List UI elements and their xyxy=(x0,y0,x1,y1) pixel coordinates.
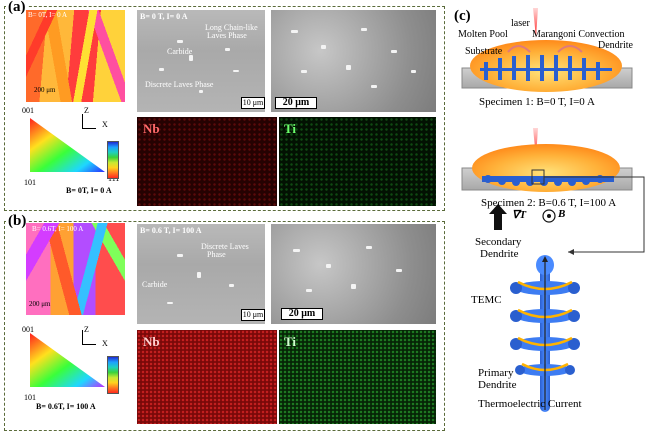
color-bar-b xyxy=(107,356,119,394)
ti-label-b: Ti xyxy=(284,334,297,349)
label-secondary: Secondary xyxy=(475,236,522,248)
label-substrate: Substrate xyxy=(465,46,503,57)
schematic-c xyxy=(461,8,645,412)
annot-chain-2: Laves Phase xyxy=(207,31,247,40)
b-field-icon xyxy=(542,209,556,223)
ebsd-a-scale: 200 μm xyxy=(34,86,56,94)
sem-image-a: B= 0 T, I= 0 A Long Chain-like Laves Pha… xyxy=(137,10,265,112)
ti-map-a: Ti xyxy=(279,117,436,206)
ti-map-b: Ti xyxy=(279,330,436,424)
sem-zoom-a: 20 μm xyxy=(271,10,436,112)
axis-b-x-icon xyxy=(82,344,96,345)
dendrites-1-icon xyxy=(480,55,612,81)
scale-10-b: 10 μm xyxy=(241,309,265,321)
panel-b-frame xyxy=(4,221,445,431)
ipf-b-axis-z: Z xyxy=(84,325,89,334)
label-specimen-2: Specimen 2: B=0.6 T, I=100 A xyxy=(481,197,617,209)
label-specimen-1: Specimen 1: B=0 T, I=0 A xyxy=(479,96,595,108)
annot-carbide-b: Carbide xyxy=(142,280,168,289)
ipf-b-101: 101 xyxy=(24,393,36,402)
panel-a-label: (a) xyxy=(6,0,28,16)
ipf-b-001: 001 xyxy=(22,325,34,334)
scale-20-a: 20 μm xyxy=(275,97,317,109)
scale-10-a: 10 μm xyxy=(241,97,265,109)
ebsd-b-condition: B= 0.6T, I= 100 A xyxy=(32,225,84,233)
label-primary: Primary xyxy=(478,367,514,379)
panel-c-label: (c) xyxy=(452,8,473,25)
ebsd-map-b: B= 0.6T, I= 100 A 200 μm xyxy=(26,223,125,315)
sem-zoom-b: 20 μm xyxy=(271,224,436,324)
color-bar-a xyxy=(107,141,119,179)
label-temc: TEMC xyxy=(471,294,502,306)
ipf-a-101: 101 xyxy=(24,178,36,187)
label-grad: ∇T xyxy=(512,209,527,221)
annot-chain: Long Chain-like xyxy=(205,23,258,32)
ti-label-a: Ti xyxy=(284,121,297,136)
laser-beam-2-icon xyxy=(533,128,538,158)
label-molten-pool: Molten Pool xyxy=(458,29,508,40)
ipf-a-caption: B= 0T, I= 0 A xyxy=(66,186,112,195)
ebsd-map-a: B= 0T, I= 0 A 200 μm xyxy=(26,10,125,102)
nb-map-a: Nb xyxy=(137,117,277,206)
label-dendrite: Dendrite xyxy=(598,40,633,51)
axis-a-x-icon xyxy=(82,128,96,129)
grad-arrow-icon xyxy=(489,204,507,230)
nb-label-b: Nb xyxy=(143,334,160,349)
ipf-a-axis-z: Z xyxy=(84,106,89,115)
annot-discrete-b2: Phase xyxy=(207,250,226,259)
ebsd-a-condition: B= 0T, I= 0 A xyxy=(28,11,68,19)
label-primary-2: Dendrite xyxy=(478,379,517,391)
axis-b-icon xyxy=(82,330,83,344)
label-laser: laser xyxy=(511,18,530,29)
scale-20-b: 20 μm xyxy=(281,308,323,320)
label-b: B xyxy=(558,208,566,220)
sem-image-b: B= 0.6 T, I= 100 A Discrete Laves Phase … xyxy=(137,224,265,324)
label-secondary-2: Dendrite xyxy=(480,248,519,260)
ipf-triangle-b-icon xyxy=(30,333,105,387)
label-marangoni: Marangoni Convection xyxy=(532,29,625,40)
dendrite-3d-icon xyxy=(510,255,580,412)
nb-map-b: Nb xyxy=(137,330,277,424)
ipf-a-axis-x: X xyxy=(102,120,108,129)
annot-discrete-a: Discrete Laves Phase xyxy=(145,80,214,89)
label-current: Thermoelectric Current xyxy=(478,398,582,410)
annot-carbide-a: Carbide xyxy=(167,47,193,56)
ebsd-b-scale: 200 μm xyxy=(29,300,51,308)
sem-a-condition: B= 0 T, I= 0 A xyxy=(140,12,188,21)
annot-discrete-b: Discrete Laves xyxy=(201,242,249,251)
axis-a-icon xyxy=(82,114,83,128)
ipf-triangle-a-icon xyxy=(30,118,105,172)
ipf-a-001: 001 xyxy=(22,106,34,115)
sem-b-condition: B= 0.6 T, I= 100 A xyxy=(140,226,202,235)
laser-beam-1-icon xyxy=(533,8,538,38)
panel-a-frame xyxy=(4,6,445,211)
nb-label-a: Nb xyxy=(143,121,160,136)
ipf-b-caption: B= 0.6T, I= 100 A xyxy=(36,402,96,411)
panel-b-label: (b) xyxy=(6,213,29,230)
ipf-b-axis-x: X xyxy=(102,339,108,348)
